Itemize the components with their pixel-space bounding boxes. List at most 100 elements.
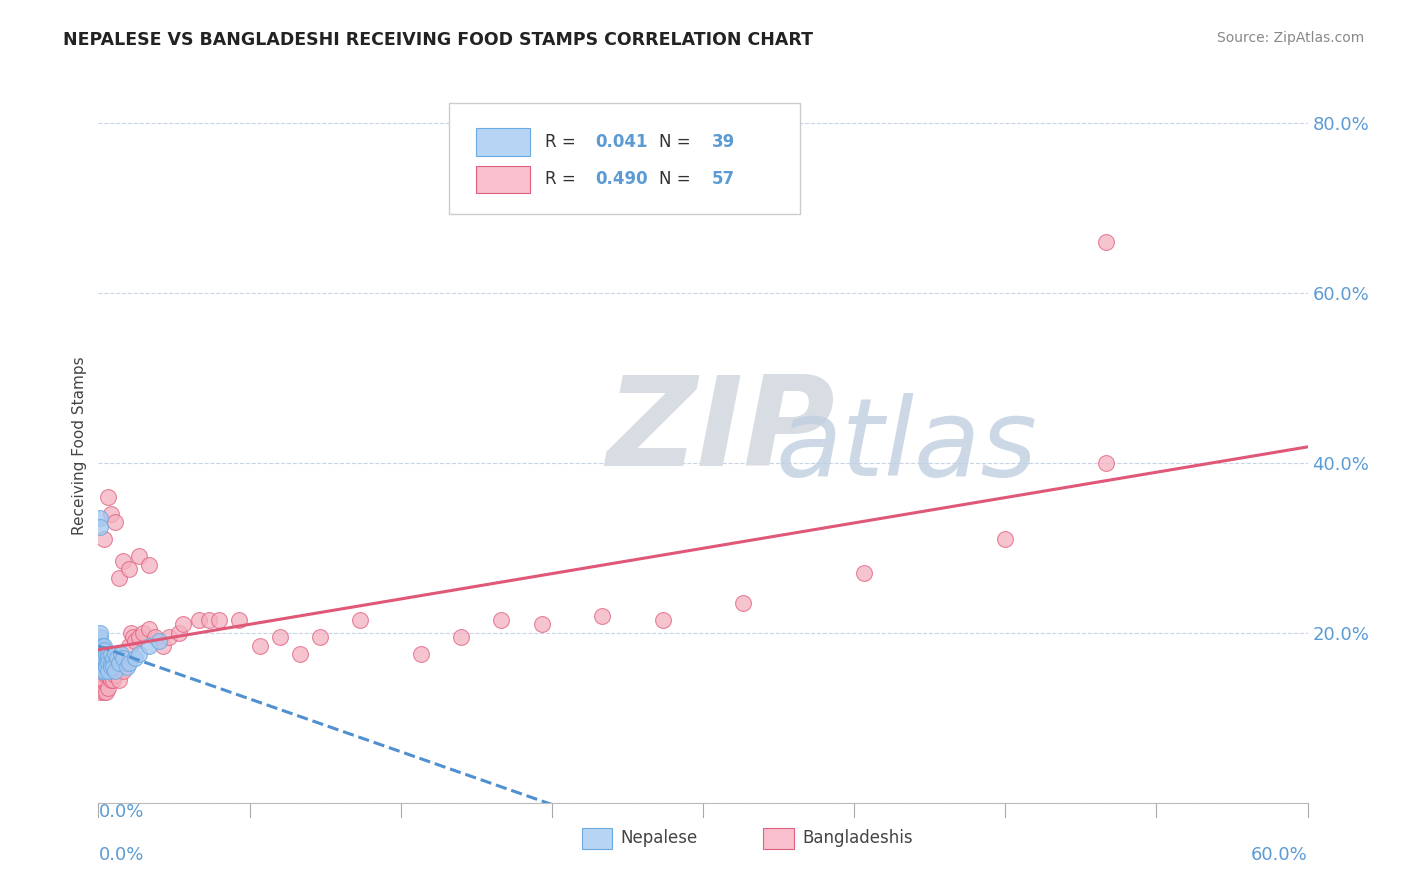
Point <box>249 639 271 653</box>
Point <box>167 626 190 640</box>
Point <box>994 533 1017 547</box>
Point <box>93 664 115 678</box>
FancyBboxPatch shape <box>582 828 613 849</box>
Point <box>530 617 553 632</box>
Point <box>93 639 115 653</box>
Point <box>97 681 120 695</box>
Text: N =: N = <box>659 170 696 188</box>
Point <box>409 647 432 661</box>
Point <box>101 656 124 670</box>
Point <box>128 630 150 644</box>
Point <box>124 651 146 665</box>
Point <box>101 660 124 674</box>
Point <box>89 651 111 665</box>
Point <box>91 681 114 695</box>
FancyBboxPatch shape <box>763 828 794 849</box>
Point <box>96 660 118 674</box>
Point <box>89 664 111 678</box>
Point <box>269 630 291 644</box>
Point <box>121 630 143 644</box>
Point <box>132 626 155 640</box>
Point <box>91 664 114 678</box>
Text: R =: R = <box>544 133 581 151</box>
Point <box>96 656 118 670</box>
FancyBboxPatch shape <box>475 166 530 193</box>
Text: 57: 57 <box>711 170 734 188</box>
Point <box>91 639 114 653</box>
Point <box>103 668 125 682</box>
Text: 0.0%: 0.0% <box>98 803 143 821</box>
Point <box>103 516 125 530</box>
Point <box>152 639 174 653</box>
Point <box>111 651 134 665</box>
Point <box>114 656 136 670</box>
Text: atlas: atlas <box>776 393 1038 499</box>
Point <box>103 647 125 661</box>
Point <box>89 660 111 674</box>
Text: 0.041: 0.041 <box>595 133 648 151</box>
Point <box>118 639 141 653</box>
Point <box>143 630 166 644</box>
Point <box>733 596 755 610</box>
Point <box>97 647 120 661</box>
Text: Nepalese: Nepalese <box>621 830 697 847</box>
Point <box>107 673 129 687</box>
Text: Source: ZipAtlas.com: Source: ZipAtlas.com <box>1216 31 1364 45</box>
Point <box>111 554 134 568</box>
Y-axis label: Receiving Food Stamps: Receiving Food Stamps <box>72 357 87 535</box>
Point <box>93 664 115 678</box>
Text: NEPALESE VS BANGLADESHI RECEIVING FOOD STAMPS CORRELATION CHART: NEPALESE VS BANGLADESHI RECEIVING FOOD S… <box>63 31 813 49</box>
Point <box>100 507 122 521</box>
Point <box>93 533 115 547</box>
Point <box>208 613 231 627</box>
Point <box>96 685 118 699</box>
Point <box>93 643 115 657</box>
Point <box>96 668 118 682</box>
Point <box>120 626 142 640</box>
Point <box>100 656 122 670</box>
Point <box>91 656 114 670</box>
Text: R =: R = <box>544 170 581 188</box>
Text: 60.0%: 60.0% <box>1251 846 1308 863</box>
Point <box>124 634 146 648</box>
Point <box>91 664 114 678</box>
Point <box>89 647 111 661</box>
Point <box>89 677 111 691</box>
FancyBboxPatch shape <box>449 103 800 214</box>
Point <box>93 685 115 699</box>
Point <box>288 647 311 661</box>
Point <box>107 571 129 585</box>
Point <box>101 651 124 665</box>
Point <box>89 626 111 640</box>
Point <box>138 558 160 572</box>
Point <box>103 651 125 665</box>
Point <box>128 549 150 564</box>
Text: 0.0%: 0.0% <box>98 846 143 863</box>
Point <box>1095 235 1118 249</box>
Point <box>148 634 170 648</box>
Point <box>93 651 115 665</box>
Text: 0.490: 0.490 <box>595 170 648 188</box>
Point <box>110 647 132 661</box>
Point <box>103 664 125 678</box>
Point <box>309 630 332 644</box>
Point <box>198 613 221 627</box>
Point <box>1095 456 1118 470</box>
Point <box>105 651 128 665</box>
Point <box>96 656 118 670</box>
Point <box>188 613 211 627</box>
Point <box>97 651 120 665</box>
Point <box>107 656 129 670</box>
Point <box>118 656 141 670</box>
Point <box>107 656 129 670</box>
Point <box>349 613 371 627</box>
Point <box>128 647 150 661</box>
FancyBboxPatch shape <box>475 128 530 155</box>
Point <box>93 647 115 661</box>
Point <box>100 656 122 670</box>
Point <box>97 656 120 670</box>
Point <box>138 622 160 636</box>
Point <box>100 647 122 661</box>
Point <box>450 630 472 644</box>
Point <box>89 685 111 699</box>
